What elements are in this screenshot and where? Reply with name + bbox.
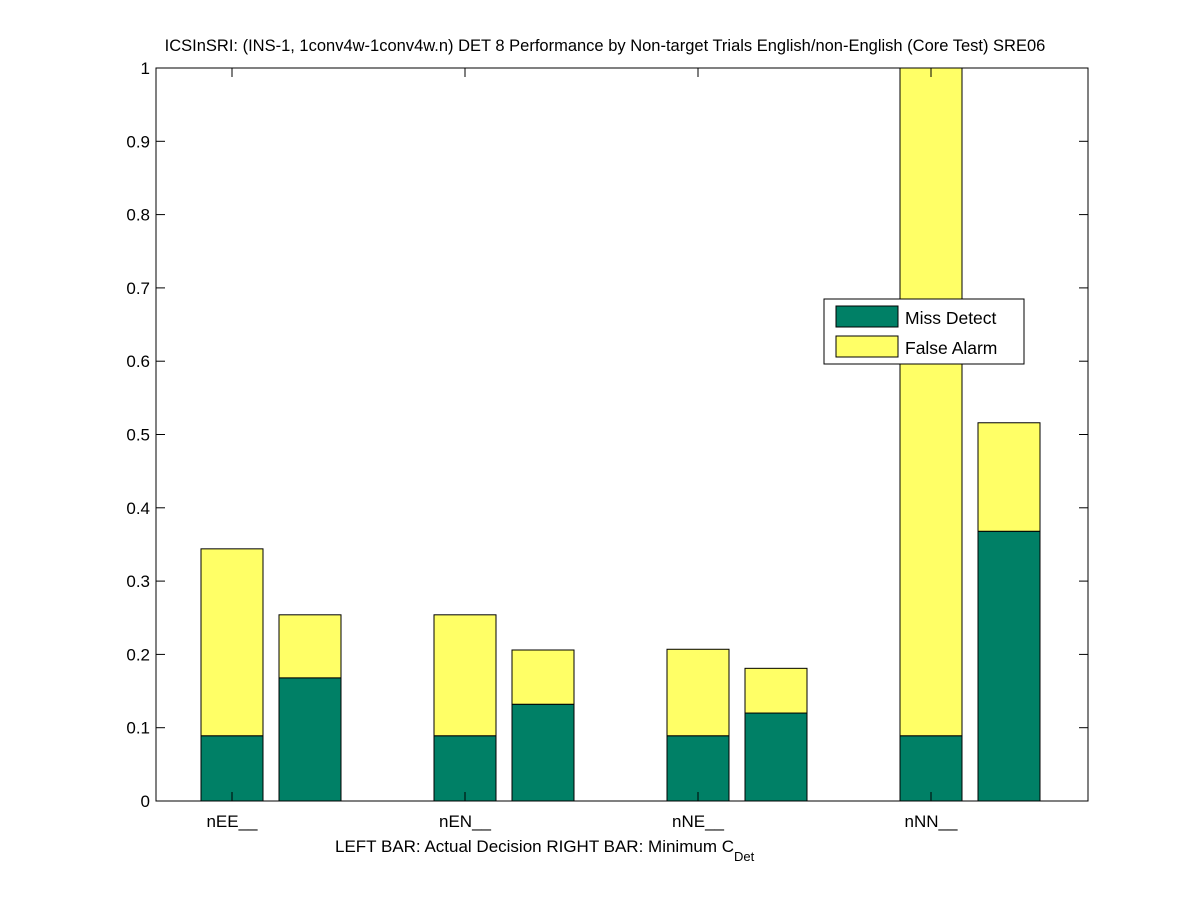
- legend-swatch-miss-detect: [835, 305, 899, 328]
- x-axis-label-subscript: Det: [734, 849, 755, 864]
- y-tick-label-2: 0.2: [126, 645, 150, 664]
- bar-false-alarm-minimum-cdet-0: [278, 614, 342, 679]
- bar-false-alarm-actual-decision-2: [666, 648, 730, 737]
- bar-false-alarm-actual-decision-0: [200, 548, 264, 737]
- ticks-layer: 0 0.1 0.2 0.3 0.4 0.5 0.6 0.7 0.8 0.9 1 nEE__ nEN__ n…: [126, 59, 1088, 831]
- y-tick-label-0: 0: [141, 792, 150, 811]
- x-tick-label-2: nNE__: [672, 812, 725, 831]
- x-tick-label-3: nNN__: [905, 812, 958, 831]
- bars-layer: [200, 67, 1041, 802]
- bar-miss-detect-actual-decision-2: [666, 735, 730, 802]
- x-axis-label-main: LEFT BAR: Actual Decision RIGHT BAR: Min…: [335, 837, 734, 856]
- bar-false-alarm-minimum-cdet-2: [744, 667, 808, 714]
- x-axis-label: LEFT BAR: Actual Decision RIGHT BAR: Min…: [335, 837, 755, 864]
- y-tick-label-1: 0.1: [126, 719, 150, 738]
- legend-swatch-false-alarm: [835, 335, 899, 358]
- bar-false-alarm-actual-decision-3: [899, 67, 963, 737]
- bar-false-alarm-minimum-cdet-3: [977, 422, 1041, 532]
- x-tick-label-0: nEE__: [206, 812, 258, 831]
- bar-miss-detect-minimum-cdet-3: [977, 530, 1041, 802]
- bar-miss-detect-actual-decision-1: [433, 735, 497, 802]
- y-tick-label-9: 0.9: [126, 132, 150, 151]
- y-tick-label-4: 0.4: [126, 499, 150, 518]
- y-tick-label-3: 0.3: [126, 572, 150, 591]
- y-tick-label-6: 0.6: [126, 352, 150, 371]
- legend-label-miss-detect: Miss Detect: [905, 308, 997, 328]
- bar-miss-detect-actual-decision-0: [200, 735, 264, 802]
- x-tick-label-1: nEN__: [439, 812, 492, 831]
- legend: Miss Detect False Alarm: [823, 298, 1025, 365]
- y-tick-label-8: 0.8: [126, 206, 150, 225]
- bar-miss-detect-minimum-cdet-1: [511, 703, 575, 802]
- bar-miss-detect-minimum-cdet-2: [744, 712, 808, 802]
- legend-label-false-alarm: False Alarm: [905, 338, 997, 358]
- bar-miss-detect-minimum-cdet-0: [278, 677, 342, 802]
- bar-miss-detect-actual-decision-3: [899, 735, 963, 802]
- bar-false-alarm-minimum-cdet-1: [511, 649, 575, 705]
- chart-title: ICSInSRI: (INS-1, 1conv4w-1conv4w.n) DET…: [165, 37, 1046, 55]
- bar-false-alarm-actual-decision-1: [433, 614, 497, 737]
- y-tick-label-7: 0.7: [126, 279, 150, 298]
- y-tick-label-10: 1: [141, 59, 150, 78]
- y-tick-label-5: 0.5: [126, 426, 150, 445]
